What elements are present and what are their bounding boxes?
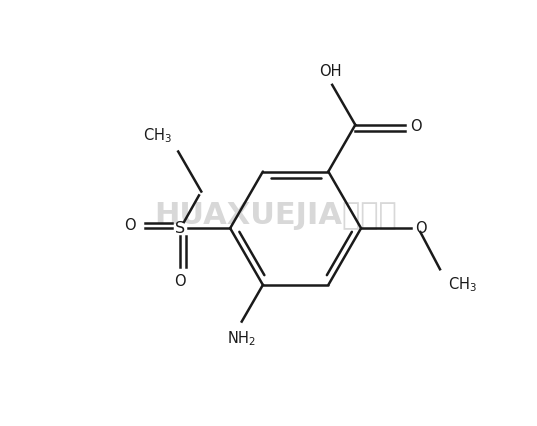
Text: HUAXUEJIA化学加: HUAXUEJIA化学加 xyxy=(154,201,397,230)
Text: CH$_3$: CH$_3$ xyxy=(143,127,172,145)
Text: OH: OH xyxy=(320,64,342,79)
Text: O: O xyxy=(410,119,422,134)
Text: O: O xyxy=(175,274,186,289)
Text: S: S xyxy=(175,221,185,236)
Text: O: O xyxy=(415,221,426,236)
Text: CH$_3$: CH$_3$ xyxy=(448,276,477,294)
Text: O: O xyxy=(125,219,136,233)
Text: NH$_2$: NH$_2$ xyxy=(227,329,256,348)
